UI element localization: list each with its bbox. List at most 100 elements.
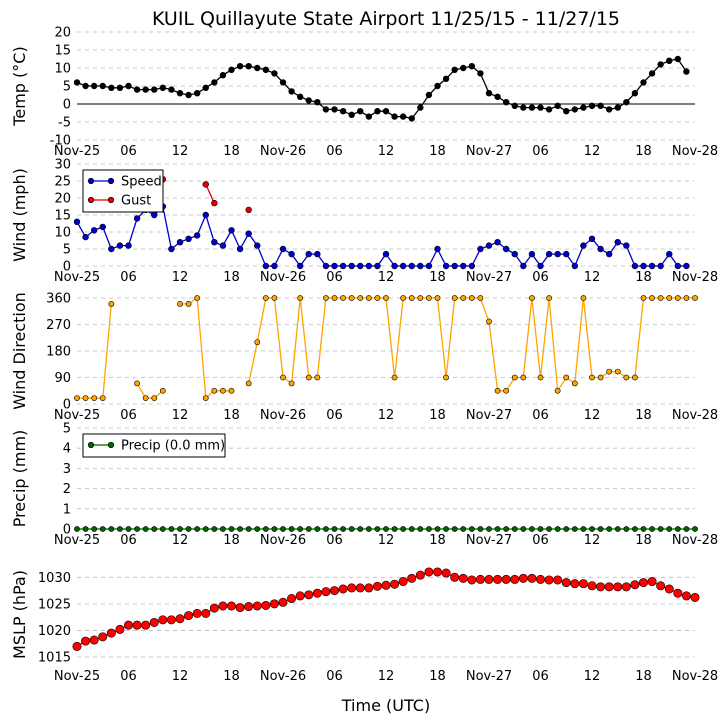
precip-data-point bbox=[254, 526, 261, 532]
precip-x-tick-label: 12 bbox=[378, 533, 395, 548]
wind-data-point bbox=[417, 262, 424, 270]
mslp-x-tick-label: 06 bbox=[326, 669, 343, 684]
wind-data-point bbox=[537, 262, 544, 270]
precip-data-point bbox=[640, 526, 647, 532]
precip-x-tick-label: 06 bbox=[532, 533, 549, 548]
temp-data-point bbox=[468, 62, 476, 70]
mslp-data-point bbox=[613, 582, 623, 592]
precip-legend: Precip (0.0 mm) bbox=[82, 433, 226, 458]
wind-data-point bbox=[254, 242, 261, 249]
direction-x-tick-label: 12 bbox=[584, 408, 601, 423]
direction-data-point bbox=[632, 374, 638, 381]
mslp-data-point bbox=[321, 587, 331, 597]
temp-data-point bbox=[176, 89, 184, 97]
mslp-data-point bbox=[561, 578, 571, 588]
wind-data-point bbox=[477, 245, 484, 253]
mslp-data-point bbox=[638, 578, 648, 588]
wind-data-point bbox=[571, 262, 579, 270]
precip-data-point bbox=[297, 526, 304, 532]
wind-y-tick-label: 10 bbox=[54, 226, 71, 241]
temp-data-point bbox=[168, 86, 175, 93]
temp-y-tick-label: 0 bbox=[63, 98, 71, 113]
temp-data-point bbox=[580, 104, 587, 111]
mslp-y-axis-label: MSLP (hPa) bbox=[10, 570, 29, 659]
mslp-data-point bbox=[553, 575, 563, 585]
direction-data-point bbox=[82, 395, 89, 402]
wind-data-point bbox=[425, 262, 433, 270]
temp-data-point bbox=[563, 107, 570, 115]
temp-data-point bbox=[417, 104, 424, 111]
temp-data-point bbox=[133, 86, 141, 93]
temp-data-point bbox=[331, 106, 338, 113]
precip-x-tick-label: 18 bbox=[635, 533, 652, 548]
mslp-x-tick-label: 18 bbox=[635, 669, 652, 684]
direction-x-tick-label: 18 bbox=[635, 408, 652, 423]
direction-y-tick-label: 0 bbox=[63, 398, 71, 413]
direction-data-point bbox=[245, 380, 252, 387]
direction-data-point bbox=[606, 368, 613, 375]
direction-data-point bbox=[417, 295, 424, 301]
temp-panel: -10 -5 0 5 10 15 20 Temp (°C) Nov-25 06 12 18 Nov-26… bbox=[10, 26, 718, 160]
mslp-data-point bbox=[287, 594, 297, 604]
temp-data-point bbox=[571, 106, 579, 113]
wind-data-point bbox=[331, 262, 338, 270]
wind-legend-box bbox=[82, 169, 164, 213]
mslp-data-point bbox=[72, 641, 82, 651]
direction-data-point bbox=[468, 295, 475, 301]
wind-data-point bbox=[90, 227, 98, 234]
wind-data-point bbox=[434, 245, 441, 253]
direction-x-tick-label: 06 bbox=[120, 408, 137, 423]
temp-data-point bbox=[90, 82, 98, 90]
precip-data-point bbox=[117, 526, 123, 532]
temp-x-tick-label: Nov-28 bbox=[672, 144, 718, 159]
wind-data-point bbox=[597, 245, 604, 253]
mslp-x-tick-label: 18 bbox=[223, 669, 240, 684]
temp-x-tick-label: 06 bbox=[120, 144, 137, 159]
wind-data-point bbox=[666, 250, 673, 258]
temp-data-point bbox=[460, 64, 467, 72]
temp-x-tick-label: 18 bbox=[635, 144, 652, 159]
temp-data-point bbox=[623, 98, 630, 106]
temp-data-point bbox=[339, 107, 347, 115]
precip-data-point bbox=[529, 526, 535, 532]
mslp-data-point bbox=[630, 580, 640, 590]
direction-data-point bbox=[331, 295, 338, 301]
mslp-data-point bbox=[441, 568, 451, 578]
mslp-data-point bbox=[587, 581, 597, 591]
temp-data-point bbox=[640, 79, 647, 86]
temp-data-point bbox=[477, 70, 484, 77]
direction-data-point bbox=[408, 295, 415, 301]
temp-data-point bbox=[391, 113, 398, 120]
direction-data-point bbox=[99, 395, 106, 402]
precip-data-point bbox=[280, 526, 286, 532]
wind-data-point bbox=[176, 239, 184, 246]
wind-data-point bbox=[365, 262, 373, 270]
wind-data-point bbox=[382, 250, 390, 258]
precip-data-point bbox=[125, 526, 132, 532]
direction-data-point bbox=[142, 395, 149, 402]
direction-data-point bbox=[451, 295, 458, 301]
temp-data-point bbox=[408, 115, 415, 122]
precip-data-point bbox=[74, 526, 80, 532]
direction-data-point bbox=[288, 380, 295, 387]
wind-data-point bbox=[520, 262, 527, 270]
wind-legend-marker bbox=[107, 177, 115, 185]
mslp-data-point bbox=[527, 573, 537, 583]
direction-data-point bbox=[297, 295, 304, 301]
mslp-data-point bbox=[235, 603, 245, 613]
direction-data-point bbox=[383, 295, 389, 301]
mslp-data-point bbox=[166, 615, 176, 625]
wind-data-point bbox=[545, 250, 553, 258]
wind-x-tick-label: 18 bbox=[429, 270, 446, 285]
temp-x-tick-label: 12 bbox=[378, 144, 395, 159]
precip-data-point bbox=[271, 526, 278, 532]
direction-y-tick-label: 180 bbox=[46, 345, 71, 360]
wind-data-point bbox=[631, 262, 639, 270]
precip-x-tick-label: Nov-26 bbox=[260, 533, 306, 548]
mslp-data-point bbox=[218, 601, 228, 611]
wind-x-tick-label: Nov-25 bbox=[54, 270, 100, 285]
wind-series-line bbox=[205, 184, 215, 204]
wind-y-tick-label: 25 bbox=[54, 175, 71, 190]
direction-x-tick-label: 12 bbox=[378, 408, 395, 423]
temp-data-point bbox=[296, 93, 304, 101]
